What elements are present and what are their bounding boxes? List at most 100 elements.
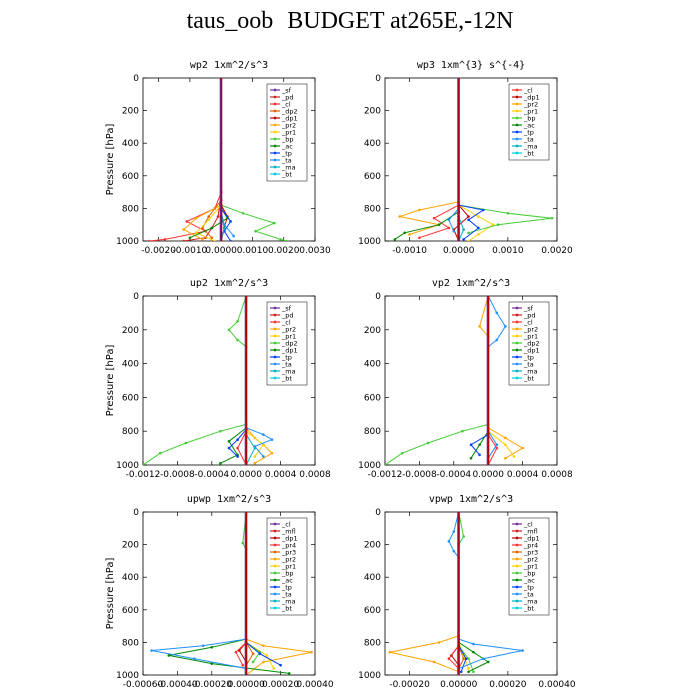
data-point [270,438,274,441]
data-point [400,451,404,455]
legend-label: _cl [523,86,533,94]
panel-title: upwp 1xm^2/s^3 [187,494,271,505]
x-tick-label: 0.0000 [443,246,475,256]
data-point [167,654,171,657]
data-point [408,233,411,236]
y-tick-label: 800 [122,427,139,437]
legend-label: _pr3 [523,548,538,556]
data-point [504,443,507,447]
legend-marker [273,341,277,345]
data-point [236,438,239,441]
legend-label: _tp [281,353,292,361]
legend-label: _tp [523,353,534,361]
legend-marker [273,130,277,134]
data-point [273,221,276,225]
y-tick-label: 800 [364,204,381,214]
y-tick-label: 0 [133,74,139,84]
chart-panel-4: vp2 1xm^2/s^3 -0.0012 -0.0008 -0.0004 0.0000… [358,278,573,480]
data-point [254,229,257,233]
data-point [265,654,269,657]
data-point [258,652,262,656]
data-point [227,328,231,332]
legend-marker [273,550,277,554]
data-point [213,239,217,241]
data-point [236,320,239,323]
legend-marker [515,550,519,554]
legend-marker [515,536,519,540]
data-point [432,216,436,220]
x-tick-label: -0.0004 [436,470,471,480]
legend-marker [515,564,519,568]
legend-marker [273,102,277,106]
data-point [426,441,430,445]
chart-panel-3: up2 1xm^2/s^3 -0.0012 -0.0008 -0.0004 0.0000… [105,278,331,480]
legend-marker [515,529,519,533]
data-point [467,239,470,241]
data-point [227,440,231,443]
data-point [398,215,402,218]
y-tick-label: 200 [364,541,381,551]
legend-marker [273,172,277,176]
legend: _cl_mfl_dp1_pr4_pr3_pr2_pr1_bp_ac_tp_ta_… [266,517,308,616]
legend-marker [515,585,519,589]
x-tick-label: -0.00020 [389,680,430,690]
data-point [253,446,257,450]
panel-title: up2 1xm^2/s^3 [190,278,268,289]
data-point [229,239,232,241]
x-tick-label: 0.00040 [296,680,333,690]
data-point [481,657,485,660]
data-point [437,223,441,226]
legend-marker [273,585,277,589]
y-tick-label: 200 [122,541,139,551]
legend-marker [273,334,277,338]
legend-marker [515,334,519,338]
legend-label: _mfl [281,527,296,535]
data-point [251,660,255,664]
legend-marker [515,376,519,380]
legend-label: _pd [281,311,294,319]
legend-marker [273,543,277,547]
data-point [194,216,198,220]
legend-label: _sf [523,304,534,312]
data-point [452,530,456,533]
legend-label: _ta [281,360,292,368]
y-tick-label: 600 [122,393,139,403]
legend-marker [515,578,519,582]
data-point [495,446,499,450]
legend-label: _pr2 [523,555,538,563]
data-point [478,325,481,328]
legend: _cl_dp1_pr2_pr1_bp_ac_tp_ta_ma_bt [508,83,550,161]
legend-label: _dp1 [281,534,298,542]
legend-label: _pr1 [523,107,538,115]
x-tick-label: 0.00020 [262,680,299,690]
data-point [270,451,274,455]
legend-label: _dp2 [281,107,298,115]
x-tick-label: -0.0012 [126,470,161,480]
series-group [388,512,524,675]
legend-label: _tp [523,583,534,591]
data-point [241,211,245,215]
legend-label: _ta [523,360,534,368]
legend-label: _bt [523,374,534,382]
x-tick-label: 0.0010 [492,246,524,256]
data-point [147,239,151,241]
legend-marker [273,606,277,610]
y-tick-label: 0 [133,292,139,302]
legend-label: _bt [523,149,534,157]
y-axis-label: Pressure [hPa] [105,558,116,630]
y-tick-label: 800 [364,427,381,437]
legend-marker [273,137,277,141]
y-tick-label: 400 [364,360,381,370]
legend-marker [273,592,277,596]
legend-label: _pr1 [281,332,296,340]
series-group [150,512,313,675]
legend-label: _cl [281,520,291,528]
legend-label: _bt [281,604,292,612]
legend-label: _pr1 [281,562,296,570]
data-point [521,446,524,450]
data-point [219,429,222,433]
y-tick-label: 600 [122,172,139,182]
legend-marker [273,116,277,120]
x-tick-label: 0.0008 [541,470,573,480]
legend-label: _ac [523,121,535,129]
